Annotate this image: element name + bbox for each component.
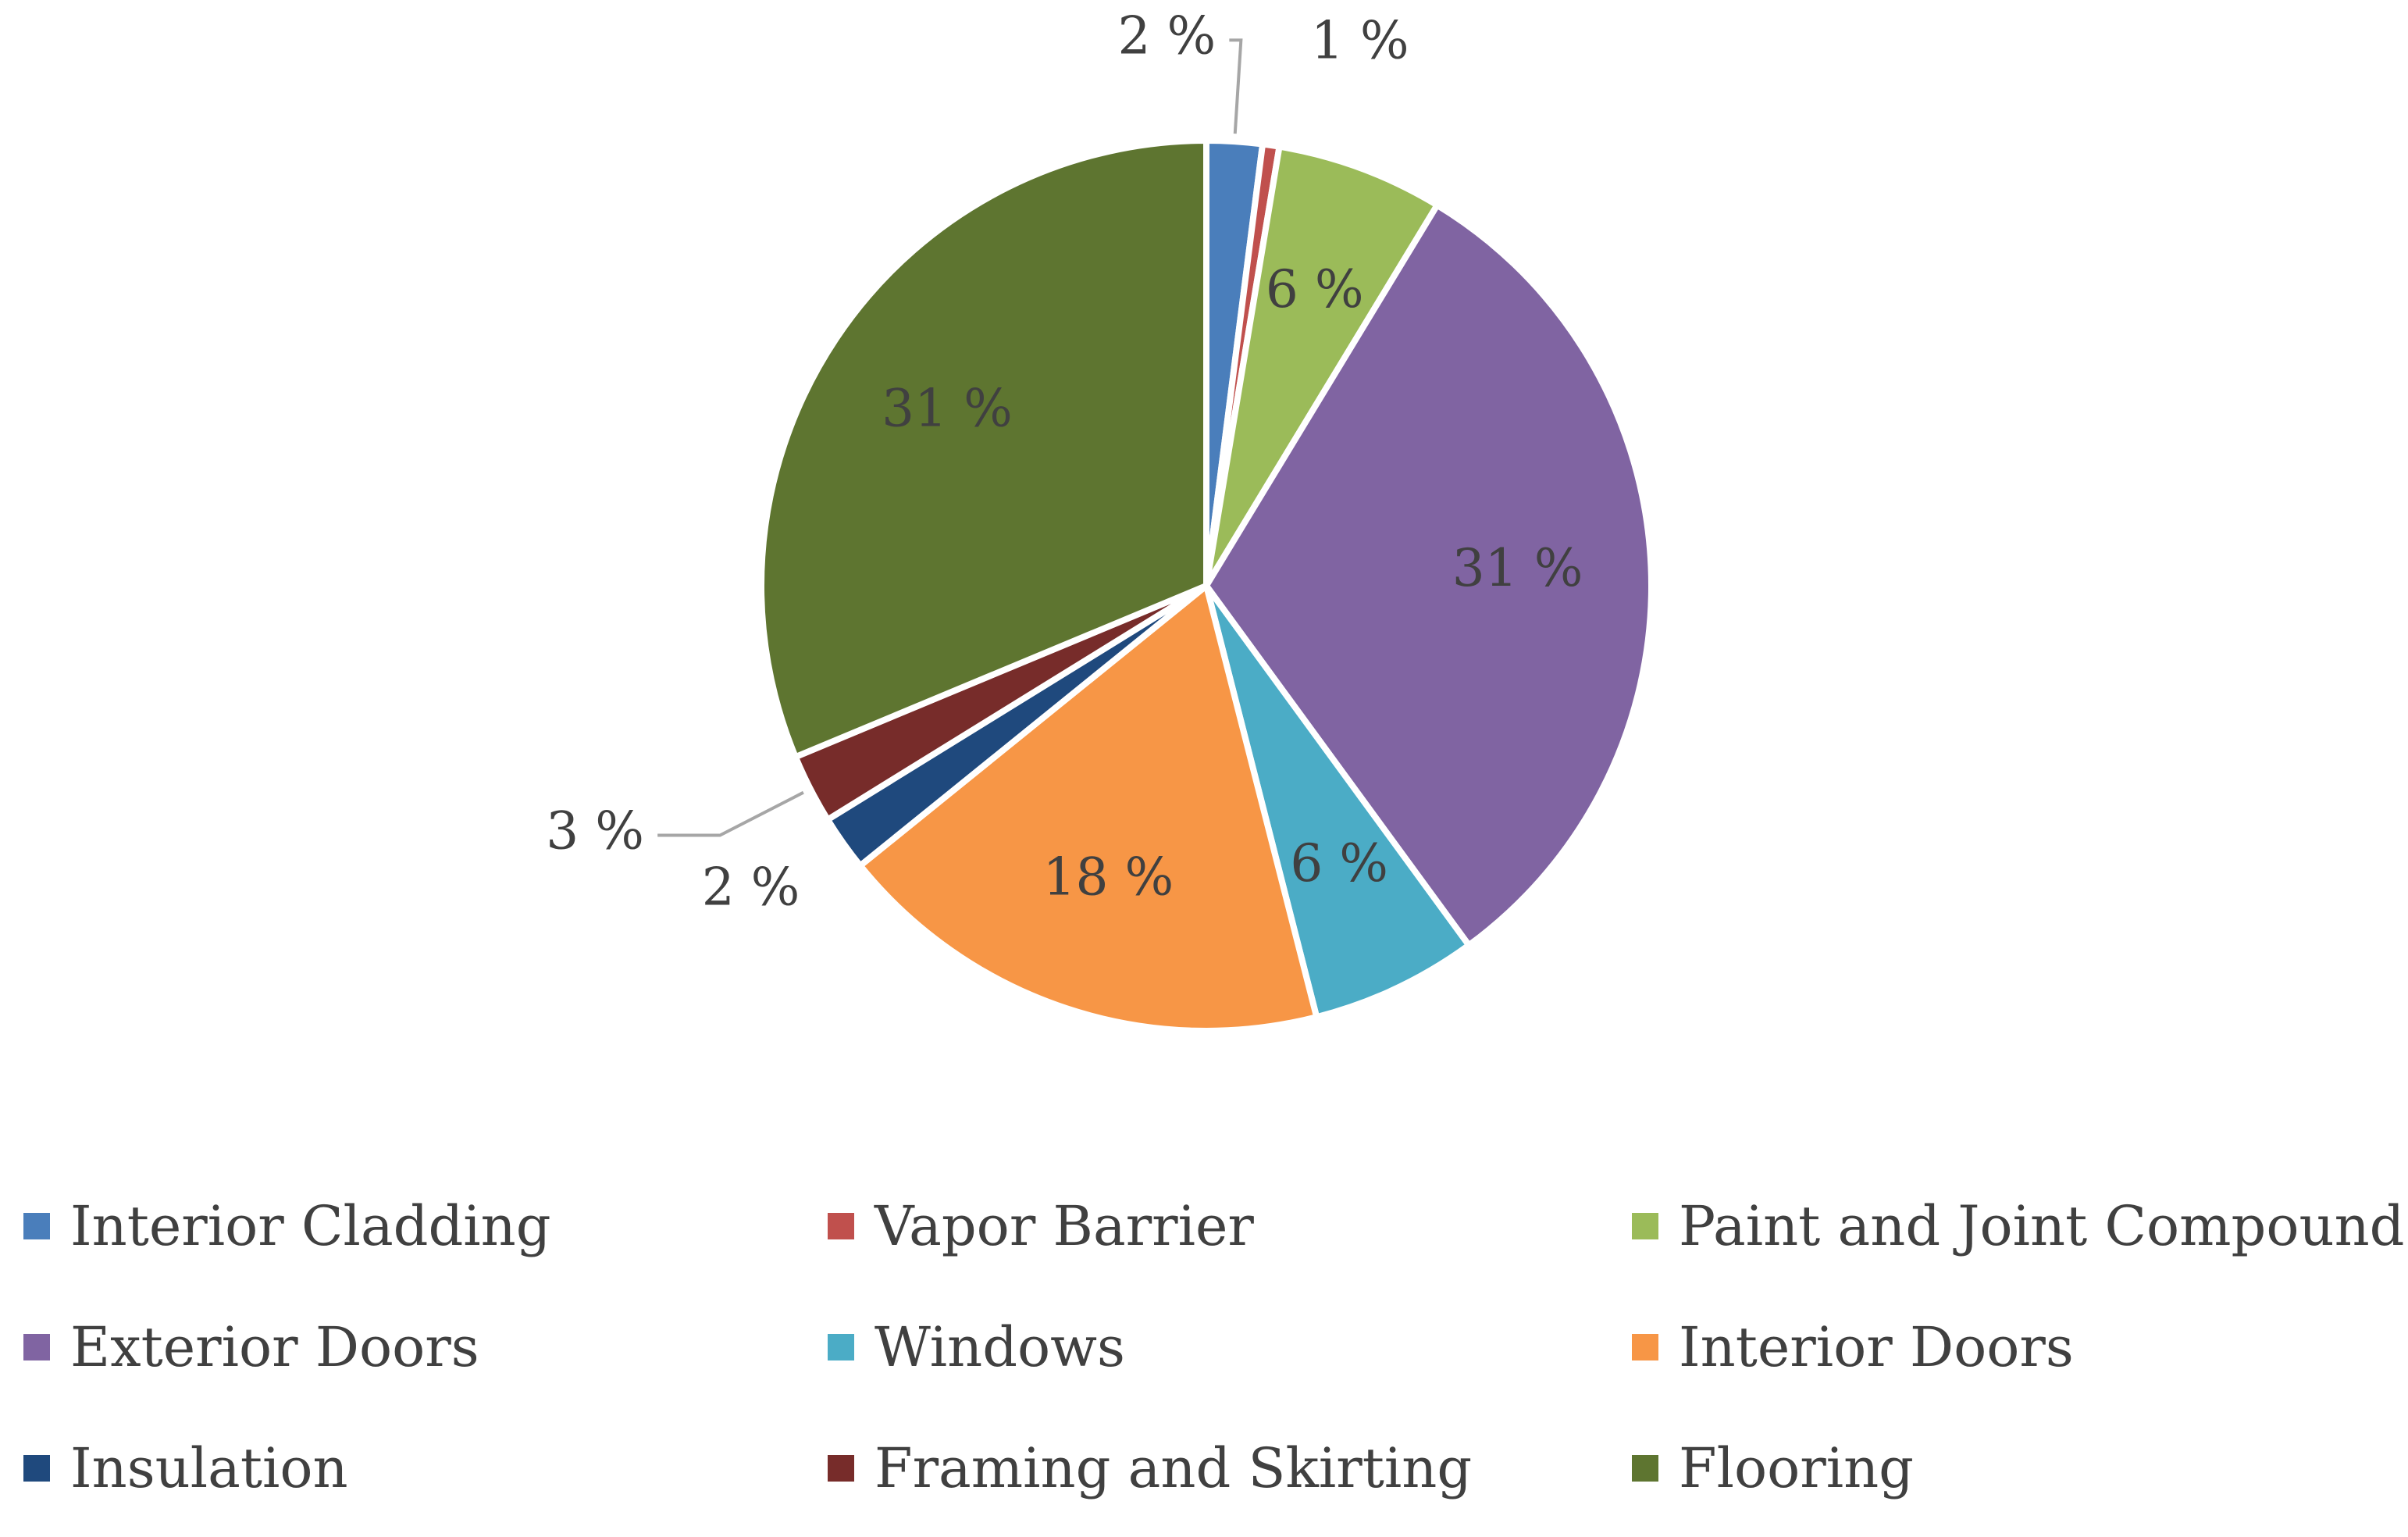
slice-label-interior-cladding: 2 % [1118,5,1216,66]
legend-swatch-windows [828,1334,854,1360]
slice-label-paint-and-joint-compound: 6 % [1266,259,1364,319]
legend-item-paint-and-joint-compound: Paint and Joint Compound [1632,1187,2404,1265]
legend-swatch-vapor-barrier [828,1213,854,1239]
legend-swatch-exterior-doors [23,1334,50,1360]
chart-legend: Interior Cladding Vapor Barrier Paint and … [23,1187,2404,1515]
legend-swatch-interior-cladding [23,1213,50,1239]
legend-item-flooring: Flooring [1632,1429,1914,1507]
legend-label-interior-doors: Interior Doors [1679,1315,2074,1379]
slice-label-vapor-barrier: 1 % [1311,10,1409,70]
legend-item-vapor-barrier: Vapor Barrier [828,1187,1254,1265]
slice-label-windows: 6 % [1290,833,1388,893]
legend-swatch-interior-doors [1632,1334,1658,1360]
legend-label-insulation: Insulation [70,1436,348,1500]
legend-label-paint-and-joint-compound: Paint and Joint Compound [1679,1194,2405,1258]
slice-label-interior-doors: 18 % [1043,847,1174,908]
pie-slice-flooring [758,137,1209,761]
legend-label-vapor-barrier: Vapor Barrier [875,1194,1254,1258]
pie-slice-paint-and-joint-compound [1203,143,1441,589]
pie-slice-interior-doors [857,583,1320,1034]
legend-label-windows: Windows [875,1315,1125,1379]
slice-label-insulation: 2 % [702,858,800,918]
slice-label-exterior-doors: 31 % [1452,538,1583,598]
legend-label-flooring: Flooring [1679,1436,1914,1500]
slice-label-framing-and-skirting: 3 % [546,801,644,861]
legend-swatch-paint-and-joint-compound [1632,1213,1658,1239]
leader-line-framing-and-skirting [657,790,804,837]
legend-item-insulation: Insulation [23,1429,348,1507]
legend-item-framing-and-skirting: Framing and Skirting [828,1429,1472,1507]
slice-label-flooring: 31 % [882,379,1013,439]
legend-label-interior-cladding: Interior Cladding [70,1194,551,1258]
legend-item-windows: Windows [828,1308,1125,1386]
legend-label-framing-and-skirting: Framing and Skirting [875,1436,1473,1500]
legend-swatch-framing-and-skirting [828,1455,854,1482]
legend-swatch-insulation [23,1455,50,1482]
legend-swatch-flooring [1632,1455,1658,1482]
leader-line-interior-cladding [1229,38,1243,134]
pie-slice-windows [1203,583,1473,1021]
pie-slice-exterior-doors [1203,201,1655,949]
legend-item-interior-doors: Interior Doors [1632,1308,2074,1386]
legend-label-exterior-doors: Exterior Doors [70,1315,479,1379]
legend-item-exterior-doors: Exterior Doors [23,1308,479,1386]
legend-item-interior-cladding: Interior Cladding [23,1187,551,1265]
